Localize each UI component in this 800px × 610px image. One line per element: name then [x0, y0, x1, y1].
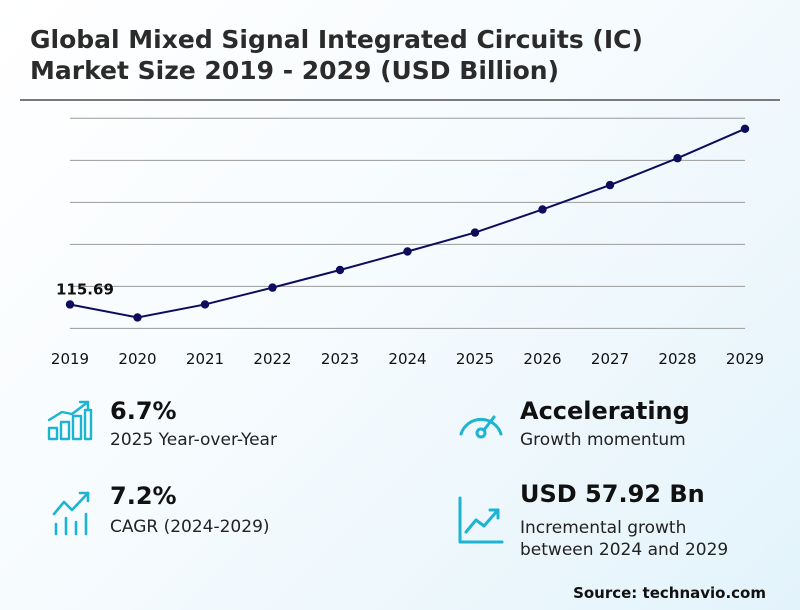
data-point — [538, 205, 547, 214]
x-tick-label: 2027 — [591, 350, 629, 368]
chart-title: Global Mixed Signal Integrated Circuits … — [30, 24, 770, 86]
title-line-1: Global Mixed Signal Integrated Circuits … — [30, 25, 643, 54]
x-tick-label: 2021 — [186, 350, 224, 368]
line-chart-growth-icon — [458, 496, 504, 544]
incremental-value: USD 57.92 Bn — [520, 480, 705, 508]
data-point — [740, 124, 750, 134]
momentum-value: Accelerating — [520, 397, 690, 425]
cagr-label: CAGR (2024-2029) — [110, 517, 270, 537]
x-tick-label: 2022 — [253, 350, 291, 368]
x-tick-label: 2024 — [388, 350, 426, 368]
yoy-value: 6.7% — [110, 397, 177, 425]
x-tick-label: 2028 — [658, 350, 696, 368]
bar-chart-growth-icon — [47, 400, 93, 441]
data-point — [268, 283, 277, 292]
x-tick-label: 2026 — [523, 350, 561, 368]
cagr-value: 7.2% — [110, 482, 177, 510]
incremental-label-line-2: between 2024 and 2029 — [520, 540, 729, 560]
x-tick-label: 2019 — [51, 350, 89, 368]
momentum-label: Growth momentum — [520, 430, 686, 450]
series-line — [69, 127, 746, 319]
data-point — [673, 154, 682, 163]
x-tick-label: 2025 — [456, 350, 494, 368]
line-chart: 2019 2020 2021 2022 2023 2024 2025 2026 2027 2028… — [51, 117, 764, 368]
data-point — [470, 228, 480, 237]
data-point — [335, 265, 345, 275]
x-tick-label: 2020 — [118, 350, 156, 368]
source-note: Source: technavio.com — [573, 584, 766, 602]
incremental-label-line-1: Incremental growth — [520, 518, 687, 538]
title-line-2: Market Size 2019 - 2029 (USD Billion) — [30, 56, 559, 85]
data-point — [200, 300, 210, 309]
data-point — [133, 313, 142, 322]
trend-bars-icon — [52, 491, 90, 536]
x-tick-label: 2023 — [321, 350, 359, 368]
data-label: 115.69 — [56, 280, 114, 298]
speedometer-icon — [459, 415, 503, 439]
data-point — [65, 300, 75, 309]
yoy-label: 2025 Year-over-Year — [110, 430, 277, 450]
title-divider — [20, 99, 780, 101]
data-point — [403, 247, 412, 256]
data-point — [605, 180, 615, 190]
x-tick-label: 2029 — [726, 350, 764, 368]
